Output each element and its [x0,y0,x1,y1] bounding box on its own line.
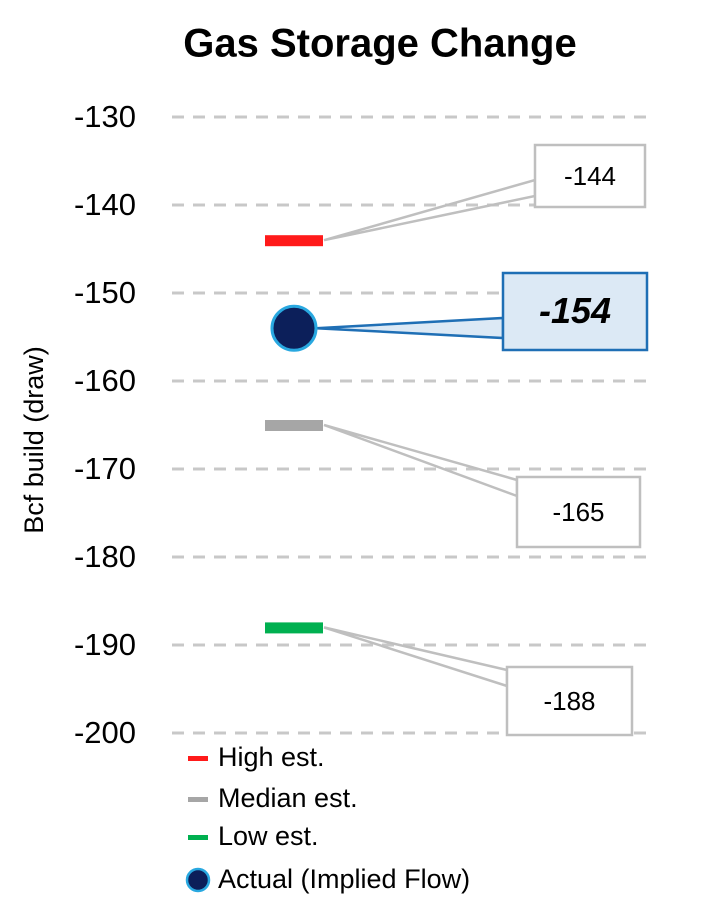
callout-pointer [315,316,505,340]
data-label: -188 [543,686,595,716]
data-label: -154 [539,290,611,331]
legend-label: Median est. [218,783,358,813]
callout-pointer [323,626,509,688]
legend-swatch [188,835,208,840]
callout-box [533,143,647,209]
marker-dash [265,235,323,247]
data-label: -165 [552,497,604,527]
marker-dot [270,304,318,352]
y-tick-label: -130 [74,99,136,134]
legend-swatch [188,756,208,761]
callout-box [515,475,642,549]
legend-label: Actual (Implied Flow) [218,864,470,894]
callout-pointer [323,178,537,242]
legend-swatch [185,867,211,893]
callout-pointer [323,423,519,498]
legend-label: High est. [218,742,325,772]
y-tick-label: -160 [74,363,136,398]
callout-box [505,665,634,737]
y-axis-label: Bcf build (draw) [19,346,49,534]
y-tick-label: -170 [74,451,136,486]
chart-title: Gas Storage Change [183,22,576,66]
y-tick-label: -150 [74,275,136,310]
marker-dash [265,622,323,634]
legend-swatch [188,797,208,802]
data-label: -144 [564,161,616,191]
y-tick-label: -200 [74,715,136,750]
y-tick-label: -140 [74,187,136,222]
legend-label: Low est. [218,821,319,851]
marker-dash [265,420,323,431]
callout-box [501,271,649,352]
y-tick-label: -190 [74,627,136,662]
y-tick-label: -180 [74,539,136,574]
